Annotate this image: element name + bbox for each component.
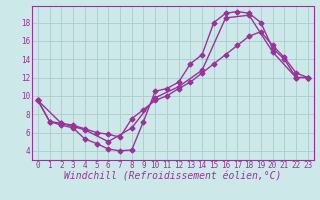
X-axis label: Windchill (Refroidissement éolien,°C): Windchill (Refroidissement éolien,°C) (64, 172, 282, 182)
